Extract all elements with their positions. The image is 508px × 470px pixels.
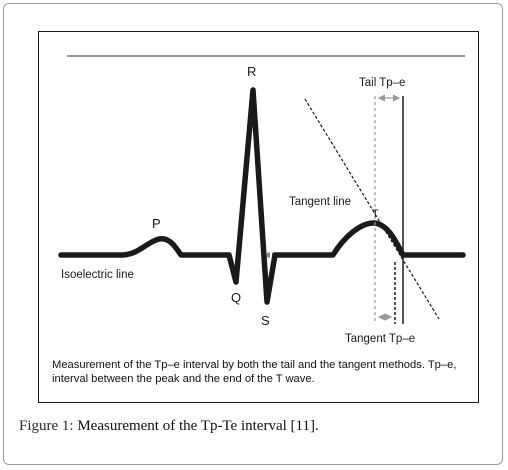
ecg-figure: R P Q S T Isoelectric line Tangent line …: [38, 31, 479, 403]
label-tangent-tpe: Tangent Tp–e: [345, 333, 415, 345]
label-p: P: [152, 216, 161, 231]
ecg-waveform: [58, 87, 466, 305]
figure-caption: Figure 1: Measurement of the Tp-Te inter…: [19, 418, 489, 435]
ecg-diagram: R P Q S T Isoelectric line Tangent line …: [58, 55, 466, 345]
figure-label: Figure 1:: [19, 418, 74, 434]
label-r: R: [247, 64, 256, 79]
label-t: T: [372, 208, 379, 220]
label-isoelectric-line: Isoelectric line: [61, 269, 134, 281]
diagram-caption: Measurement of the Tp–e interval by both…: [52, 359, 457, 385]
label-tail-tpe: Tail Tp–e: [359, 77, 405, 89]
figure-card: R P Q S T Isoelectric line Tangent line …: [3, 3, 503, 465]
tangent-line: [304, 98, 440, 320]
label-tangent-line: Tangent line: [289, 196, 351, 208]
label-q: Q: [231, 290, 241, 305]
figure-caption-text: Measurement of the Tp-Te interval [11].: [73, 418, 319, 434]
label-s: S: [261, 313, 270, 328]
